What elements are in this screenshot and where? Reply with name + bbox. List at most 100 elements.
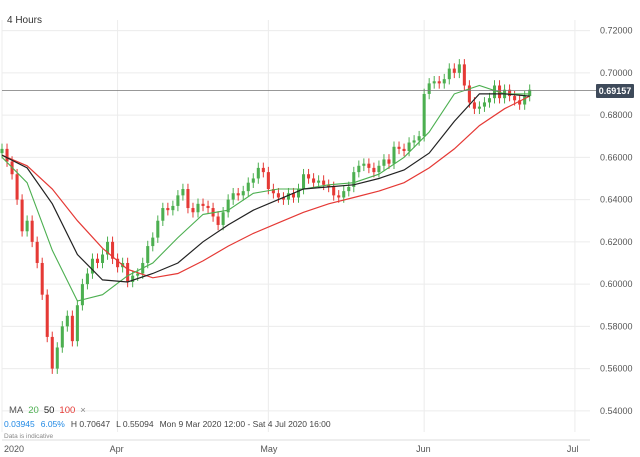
candle-down bbox=[327, 184, 331, 187]
candle-up bbox=[427, 83, 431, 94]
candle-down bbox=[397, 146, 401, 149]
candle-down bbox=[276, 193, 280, 198]
candle-down bbox=[472, 102, 476, 109]
candle-up bbox=[161, 208, 165, 221]
candle-up bbox=[80, 284, 84, 306]
candle-down bbox=[70, 315, 74, 342]
candle-down bbox=[5, 148, 9, 162]
candle-down bbox=[45, 294, 49, 337]
candle-down bbox=[307, 174, 311, 179]
candle-down bbox=[518, 100, 522, 105]
candle-up bbox=[296, 189, 301, 198]
y-tick-label: 0.54000 bbox=[600, 406, 633, 416]
candle-up bbox=[136, 273, 140, 276]
candle-up bbox=[221, 212, 225, 225]
change-value: 0.03945 bbox=[4, 419, 35, 429]
x-tick-label: 2020 bbox=[4, 444, 24, 454]
candle-up bbox=[362, 163, 366, 166]
candle-up bbox=[231, 193, 235, 200]
candle-up bbox=[492, 85, 497, 99]
timeframe-label[interactable]: 4 Hours bbox=[7, 15, 43, 26]
candle-down bbox=[332, 186, 336, 196]
candle-down bbox=[337, 195, 341, 198]
candle-down bbox=[166, 208, 170, 211]
candle-up bbox=[357, 165, 361, 173]
candle-up bbox=[251, 178, 255, 183]
candle-up bbox=[151, 237, 155, 247]
candle-down bbox=[281, 197, 285, 200]
y-tick-label: 0.60000 bbox=[600, 279, 633, 289]
candle-down bbox=[367, 163, 371, 168]
candle-up bbox=[25, 220, 29, 232]
candle-up bbox=[65, 315, 69, 327]
date-range: Mon 9 Mar 2020 12:00 - Sat 4 Jul 2020 16… bbox=[159, 419, 331, 429]
candle-down bbox=[508, 89, 512, 97]
candle-down bbox=[513, 96, 517, 101]
candle-up bbox=[131, 275, 135, 282]
ma-20-label[interactable]: 20 bbox=[28, 405, 39, 416]
candle-down bbox=[116, 258, 120, 268]
candle-down bbox=[266, 172, 270, 190]
candle-down bbox=[35, 241, 39, 263]
x-tick-label: Jul bbox=[567, 444, 579, 454]
candle-up bbox=[241, 191, 245, 196]
ma20-line bbox=[1, 84, 530, 302]
high-value: H 0.70647 bbox=[70, 419, 111, 429]
ma50-line bbox=[1, 93, 530, 283]
candle-down bbox=[40, 262, 44, 295]
candle-down bbox=[402, 148, 406, 151]
candle-up bbox=[181, 189, 185, 196]
candle-up bbox=[286, 193, 290, 200]
candle-down bbox=[50, 336, 54, 369]
candle-down bbox=[236, 193, 240, 196]
candle-up bbox=[352, 172, 356, 187]
current-price-badge: 0.69157 bbox=[596, 83, 634, 98]
candle-up bbox=[447, 68, 451, 80]
candle-up bbox=[528, 89, 532, 97]
candle-up bbox=[106, 241, 110, 255]
candle-up bbox=[171, 205, 175, 211]
candle-up bbox=[156, 220, 160, 238]
candle-up bbox=[382, 159, 386, 166]
ma-50-label[interactable]: 50 bbox=[43, 405, 55, 416]
candle-down bbox=[126, 262, 130, 282]
y-tick-label: 0.70000 bbox=[600, 68, 633, 78]
candle-up bbox=[196, 203, 200, 213]
ma-100-label[interactable]: 100 bbox=[59, 405, 76, 416]
candle-up bbox=[176, 195, 180, 206]
candle-up bbox=[412, 140, 416, 143]
candle-up bbox=[302, 174, 306, 190]
ma-label: MA bbox=[9, 405, 24, 416]
candle-up bbox=[377, 165, 381, 173]
change-percent: 6.05% bbox=[40, 419, 65, 429]
candle-down bbox=[95, 258, 100, 263]
candle-down bbox=[261, 167, 265, 173]
candle-up bbox=[146, 246, 150, 263]
candle-up bbox=[392, 146, 396, 164]
candle-up bbox=[487, 98, 492, 103]
y-tick-label: 0.56000 bbox=[600, 364, 633, 374]
candle-down bbox=[216, 216, 220, 225]
close-icon[interactable]: × bbox=[80, 405, 86, 416]
moving-average-legend: MA 20 50 100 × bbox=[9, 405, 86, 416]
candle-down bbox=[387, 159, 391, 164]
disclaimer: Data is indicative bbox=[4, 433, 54, 440]
candle-up bbox=[246, 182, 250, 192]
candle-down bbox=[271, 189, 275, 194]
candle-down bbox=[206, 205, 210, 209]
candle-down bbox=[462, 64, 466, 86]
candle-up bbox=[226, 199, 230, 213]
candle-down bbox=[30, 220, 34, 242]
candle-down bbox=[20, 199, 24, 232]
candle-down bbox=[437, 81, 441, 84]
candle-up bbox=[100, 254, 105, 263]
candle-up bbox=[442, 79, 446, 84]
y-tick-label: 0.58000 bbox=[600, 321, 633, 331]
candle-up bbox=[347, 186, 351, 192]
y-tick-label: 0.62000 bbox=[600, 237, 633, 247]
x-tick-label: Jun bbox=[416, 444, 431, 454]
candle-down bbox=[111, 241, 115, 259]
candle-down bbox=[322, 180, 326, 185]
candle-up bbox=[407, 142, 411, 151]
